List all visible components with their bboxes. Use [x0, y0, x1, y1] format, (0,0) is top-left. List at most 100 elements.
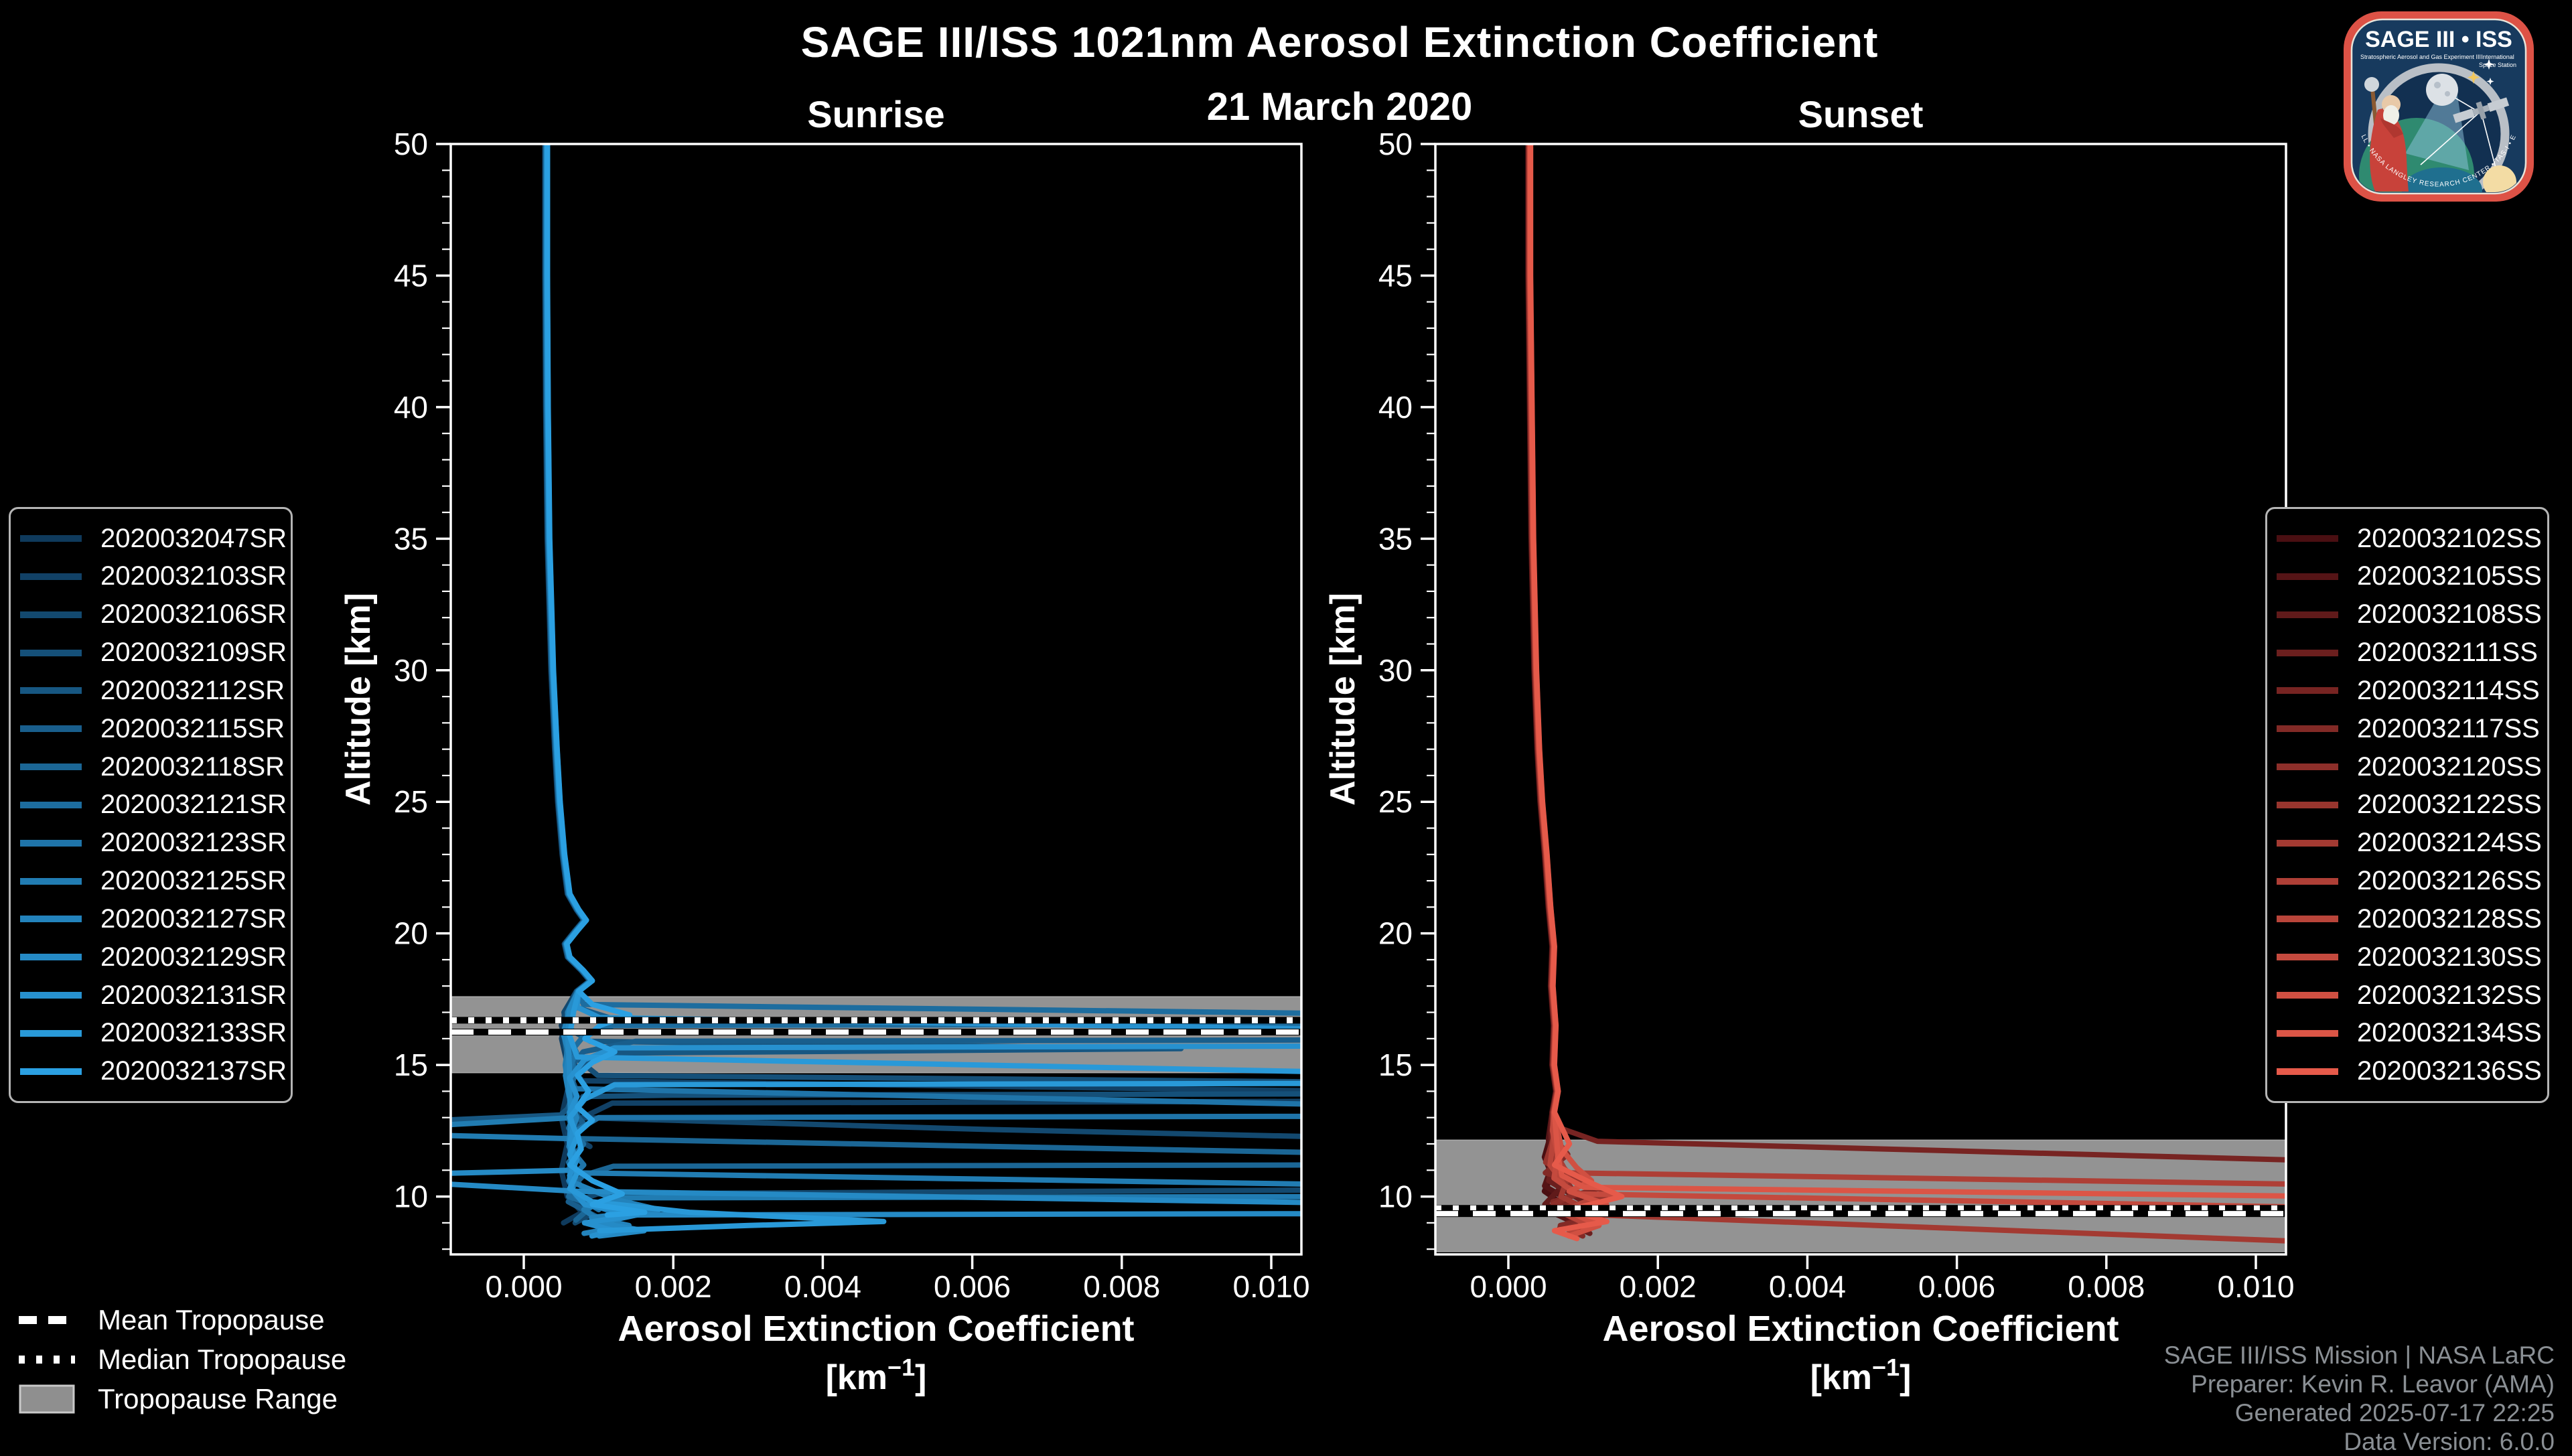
- legend-label: 2020032106SR: [100, 599, 287, 630]
- legend-line-swatch: [20, 687, 82, 695]
- legend-label: 2020032126SS: [2357, 866, 2542, 896]
- legend-line-swatch: [20, 573, 82, 580]
- legend-label: 2020032108SS: [2357, 599, 2542, 630]
- y-tick-label: 35: [394, 521, 428, 556]
- legend-label: 2020032117SS: [2357, 713, 2540, 743]
- patch-title: SAGE III • ISS: [2365, 27, 2512, 52]
- legend-item: 2020032102SS: [2267, 524, 2547, 553]
- legend-line-swatch: [2277, 1068, 2338, 1075]
- earth-ocean: [2402, 167, 2482, 192]
- legend-line-swatch: [20, 763, 82, 771]
- legend-line-swatch: [20, 801, 82, 808]
- legend-item: 2020032134SS: [2267, 1018, 2547, 1047]
- legend-label: 2020032127SR: [100, 903, 287, 934]
- profile-line-2020032122SS: [1526, 144, 1616, 1234]
- patch-subtitle-right: International: [2481, 54, 2514, 60]
- y-tick-label: 30: [1378, 653, 1413, 688]
- legend-line-swatch: [2277, 992, 2338, 999]
- legend-line-swatch: [20, 649, 82, 656]
- legend-item: 2020032130SS: [2267, 942, 2547, 972]
- profile-line-2020032112SR: [451, 144, 1184, 1123]
- y-tick-label: 45: [394, 258, 428, 293]
- y-tick-label: 40: [394, 390, 428, 425]
- tropopause-legend-label: Median Tropopause: [98, 1343, 347, 1375]
- moon-crater: [2445, 91, 2450, 96]
- legend-item: 2020032118SR: [11, 752, 291, 782]
- legend-line-swatch: [2277, 801, 2338, 808]
- y-tick-label: 15: [1378, 1047, 1413, 1082]
- tropopause-legend-label: Mean Tropopause: [98, 1304, 325, 1335]
- legend-line-swatch: [20, 992, 82, 999]
- legend-label: 2020032121SR: [100, 790, 287, 820]
- legend-item: 2020032111SS: [2267, 638, 2547, 668]
- x-axis-label: Aerosol Extinction Coefficient: [618, 1309, 1134, 1349]
- y-tick-label: 30: [394, 653, 428, 688]
- legend-label: 2020032120SS: [2357, 751, 2542, 782]
- dashed-line-icon: [19, 1316, 75, 1324]
- x-tick-label: 0.008: [2068, 1269, 2145, 1304]
- moon-crater: [2434, 82, 2441, 88]
- y-tick-label: 20: [1378, 916, 1413, 951]
- x-tick-label: 0.002: [635, 1269, 712, 1304]
- legend-item: 2020032114SS: [2267, 675, 2547, 705]
- legend-item: 2020032105SS: [2267, 561, 2547, 591]
- y-axis-label: Altitude [km]: [339, 593, 378, 806]
- dotted-line-icon: [19, 1356, 75, 1364]
- x-axis-units: [km−1]: [826, 1354, 927, 1397]
- legend-label: 2020032111SS: [2357, 638, 2538, 668]
- sunrise-panel: 0.000 0.002 0.004 0.006 0.008 0.010 10 15 20 25 30…: [339, 93, 1310, 1397]
- patch-subtitle-right: Space Station: [2479, 62, 2516, 68]
- y-tick-label: 50: [1378, 127, 1413, 161]
- star-icon: [2486, 78, 2494, 85]
- figure-date: 21 March 2020: [1206, 85, 1473, 129]
- legend-item: 2020032108SS: [2267, 599, 2547, 630]
- legend-label: 2020032105SS: [2357, 561, 2542, 591]
- y-tick-label: 25: [394, 784, 428, 819]
- y-tick-label: 40: [1378, 390, 1413, 425]
- legend-label: 2020032115SR: [100, 713, 285, 743]
- legend-item: 2020032137SR: [11, 1056, 291, 1086]
- axes-frame: [1434, 143, 2287, 1256]
- legend-line-swatch: [20, 1068, 82, 1075]
- legend-label: 2020032125SR: [100, 866, 287, 896]
- moon-icon: [2426, 74, 2458, 106]
- legend-line-swatch: [2277, 573, 2338, 580]
- figure-beard: [2383, 105, 2399, 125]
- legend-label: 2020032132SS: [2357, 980, 2542, 1010]
- legend-item: 2020032123SR: [11, 828, 291, 857]
- legend-label: 2020032109SR: [100, 638, 287, 668]
- staff-orb: [2364, 77, 2379, 92]
- legend-label: 2020032124SS: [2357, 828, 2542, 858]
- y-tick-label: 35: [1378, 521, 1413, 556]
- profile-line-2020032124SS: [1526, 144, 2286, 1244]
- legend-label: 2020032047SR: [100, 523, 287, 553]
- profile-line-2020032114SS: [1526, 144, 2286, 1163]
- legend-item: 2020032136SS: [2267, 1056, 2547, 1086]
- legend-line-swatch: [2277, 916, 2338, 923]
- legend-line-swatch: [20, 725, 82, 733]
- legend-line-swatch: [2277, 649, 2338, 656]
- tropopause-legend-median-row: Median Tropopause: [19, 1343, 347, 1375]
- legend-item: 2020032106SR: [11, 599, 291, 630]
- sunbeam-shape: [2405, 90, 2469, 170]
- credit-line: Generated 2025-07-17 22:25: [2234, 1399, 2555, 1427]
- legend-item: 2020032128SS: [2267, 903, 2547, 934]
- legend-label: 2020032128SS: [2357, 903, 2542, 934]
- legend-line-swatch: [20, 877, 82, 885]
- band-swatch-icon: [19, 1384, 75, 1414]
- star-icon: [2468, 71, 2480, 84]
- figure-title: SAGE III/ISS 1021nm Aerosol Extinction C…: [800, 18, 1879, 66]
- legend-item: 2020032121SR: [11, 790, 291, 820]
- y-axis-label: Altitude [km]: [1324, 593, 1362, 806]
- legend-line-swatch: [2277, 877, 2338, 885]
- profile-line-2020032136SS: [1528, 144, 1625, 1242]
- legend-item: 2020032109SR: [11, 638, 291, 668]
- x-axis-label: Aerosol Extinction Coefficient: [1602, 1309, 2119, 1349]
- legend-line-swatch: [2277, 725, 2338, 733]
- sunset-legend-box: 2020032102SS 2020032105SS 2020032108SS 2020…: [2265, 507, 2549, 1103]
- sunrise-legend-box: 2020032047SR 2020032103SR 2020032106SR 2020…: [9, 507, 293, 1103]
- legend-item: 2020032112SR: [11, 676, 291, 705]
- legend-line-swatch: [2277, 535, 2338, 542]
- legend-label: 2020032129SR: [100, 942, 287, 972]
- legend-label: 2020032114SS: [2357, 675, 2540, 705]
